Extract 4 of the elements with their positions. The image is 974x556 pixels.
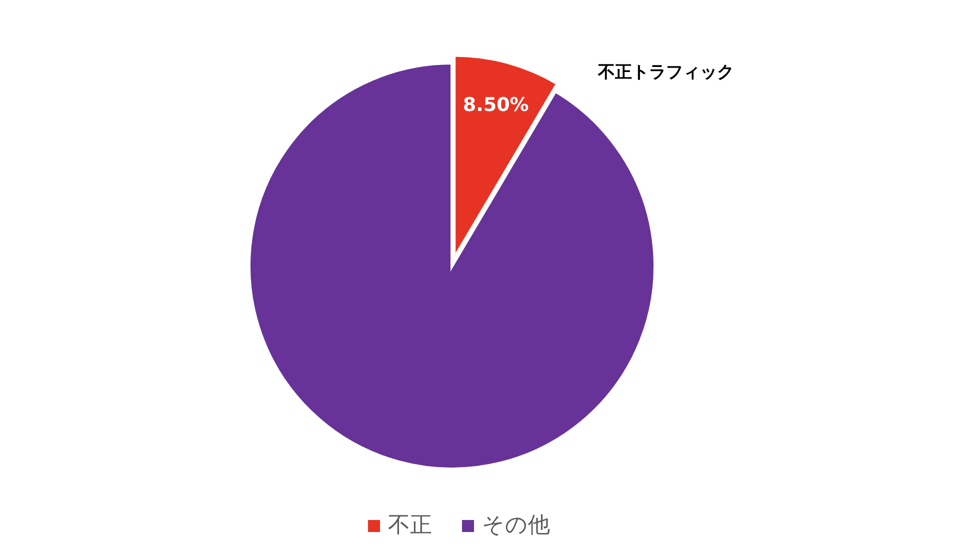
- text: 不正トラフィック: [597, 62, 734, 83]
- data-label: 8.50%: [462, 94, 529, 116]
- legend-label: 不正: [388, 513, 432, 538]
- legend-label: その他: [482, 513, 550, 538]
